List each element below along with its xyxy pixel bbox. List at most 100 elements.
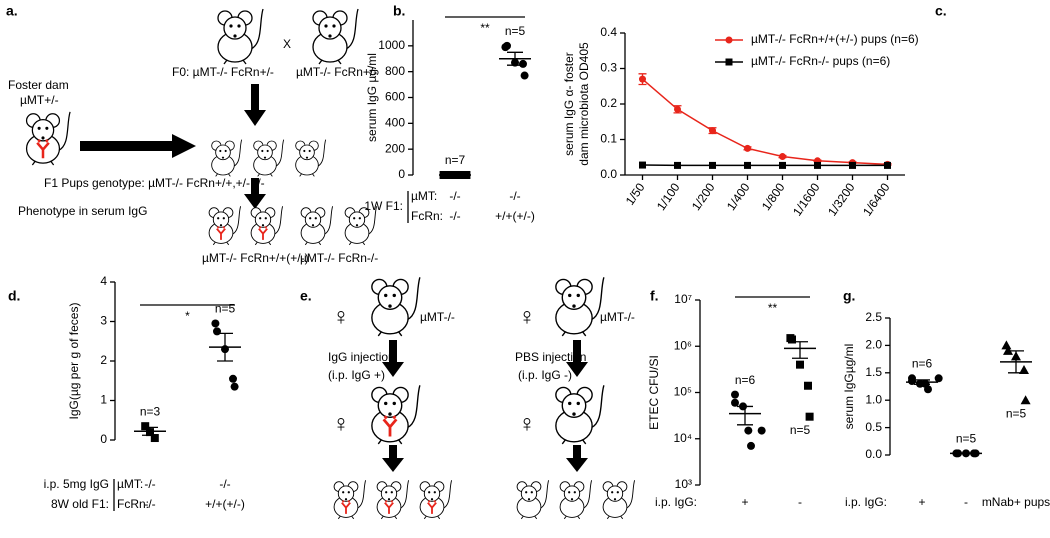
significance-label: ** — [768, 301, 778, 315]
row-label: FcRn: — [411, 209, 443, 223]
y-tick-label: 0 — [100, 432, 107, 446]
data-point — [709, 127, 716, 135]
row-header: 1W F1: — [364, 199, 403, 213]
y-tick-label: 10⁶ — [674, 338, 692, 352]
data-point — [731, 390, 739, 399]
panel-label: g. — [843, 288, 855, 304]
legend-label: µMT-/- FcRn-/- pups (n=6) — [751, 54, 890, 68]
mouse-icon — [555, 384, 605, 445]
data-point — [805, 412, 814, 421]
row-header: 8W old F1: — [51, 497, 109, 511]
data-point — [1020, 395, 1031, 405]
pup-icon — [516, 479, 550, 520]
data-point — [924, 385, 932, 394]
data-point — [934, 374, 943, 383]
mouse-icon — [371, 276, 421, 337]
error-bar — [792, 341, 808, 359]
y-tick-label: 2.0 — [865, 338, 882, 352]
mouse-icon — [555, 276, 605, 337]
y-axis-label: IgG(µg per g of feces) — [67, 303, 81, 420]
data-point — [1019, 365, 1029, 375]
group-label: -/- — [449, 189, 460, 203]
data-point — [744, 144, 751, 152]
n-label: n=5 — [505, 24, 526, 38]
error-bar — [507, 51, 523, 66]
row-label: FcRn: — [117, 497, 149, 511]
y-tick-label: 0.1 — [600, 132, 617, 146]
n-label: n=7 — [445, 153, 466, 167]
data-point — [757, 426, 766, 435]
injection-label: IgG injection — [328, 350, 395, 364]
group-label: - — [798, 495, 802, 509]
y-tick-label: 1 — [100, 393, 107, 407]
data-point — [788, 335, 796, 344]
y-tick-label: 4 — [100, 274, 107, 288]
y-tick-label: 10⁷ — [674, 292, 692, 306]
female-symbol: ♀ — [518, 303, 536, 330]
data-point — [639, 75, 646, 83]
panel-label: b. — [393, 3, 405, 19]
pup-icon — [211, 139, 243, 177]
n-label: n=5 — [1006, 406, 1027, 420]
error-bar — [142, 426, 158, 436]
data-point — [229, 374, 237, 383]
y-axis-label: serum IgGµg/ml — [842, 344, 856, 430]
y-tick-label: 2.5 — [865, 310, 882, 324]
y-axis-label: dam microbiota OD405 — [577, 42, 591, 166]
panel-label: a. — [6, 3, 18, 19]
y-tick-label: 0.0 — [600, 167, 617, 181]
data-point — [150, 434, 159, 443]
y-tick-label: 1.5 — [865, 365, 882, 379]
x-tick-label: 1/100 — [654, 180, 683, 213]
phenotype-genotype: µMT-/- FcRn-/- — [300, 251, 378, 265]
legend-label: µMT-/- FcRn+/+(+/-) pups (n=6) — [751, 32, 919, 46]
data-point — [731, 398, 739, 407]
error-bar — [217, 332, 233, 362]
arrow — [244, 178, 266, 209]
dam-genotype: µMT+/- — [20, 93, 59, 107]
data-point — [639, 161, 646, 169]
dam-label: Foster dam — [8, 78, 69, 92]
y-tick-label: 0.3 — [600, 61, 617, 75]
data-point — [814, 161, 821, 169]
y-tick-label: 2 — [100, 353, 107, 367]
strain-label: µMT-/- — [420, 310, 455, 324]
data-point — [211, 319, 220, 328]
series-line — [642, 78, 888, 166]
y-tick-label: 0.2 — [600, 96, 617, 110]
data-point — [908, 377, 916, 386]
x-tick-label: 1/6400 — [860, 180, 893, 218]
panel-label: d. — [8, 288, 20, 304]
n-label: n=6 — [735, 373, 756, 387]
pup-icon — [420, 480, 452, 519]
pup-icon — [251, 206, 283, 245]
y-tick-label: 600 — [385, 90, 405, 104]
arrow — [382, 445, 404, 472]
pup-icon — [559, 479, 593, 520]
group-label: -/- — [144, 497, 155, 511]
panel-e: e. ♀ µMT-/- IgG injection (i.p. IgG +) ♀… — [300, 276, 636, 520]
panel-a: a. X F0: µMT-/- FcRn+/- µMT-/- FcRn+/- F… — [6, 3, 378, 265]
data-point — [804, 381, 812, 390]
y-tick-label: 1.0 — [865, 392, 882, 406]
female-symbol: ♀ — [332, 410, 350, 437]
injection-label: PBS injection — [515, 350, 586, 364]
f1-label: F1 Pups genotype: µMT-/- FcRn+/+,+/-,-/- — [44, 176, 265, 190]
phenotype-genotype: µMT-/- FcRn+/+(+/-) — [202, 251, 309, 265]
arrow — [382, 340, 404, 377]
female-symbol: ♀ — [332, 303, 350, 330]
pup-icon — [209, 206, 241, 245]
group-label: mNab+ pups — [982, 495, 1050, 509]
group-label: -/- — [144, 477, 155, 491]
phenotype-label: Phenotype in serum IgG — [18, 204, 147, 218]
f0-label: F0: µMT-/- FcRn+/- — [172, 65, 274, 79]
data-point — [849, 161, 856, 169]
n-label: n=5 — [790, 423, 811, 437]
female-symbol: ♀ — [518, 410, 536, 437]
y-tick-label: 10⁴ — [673, 431, 692, 445]
row-label: i.p. IgG: — [845, 495, 887, 509]
data-point — [884, 161, 891, 169]
cross-label: X — [283, 37, 291, 51]
pup-icon — [253, 139, 285, 177]
